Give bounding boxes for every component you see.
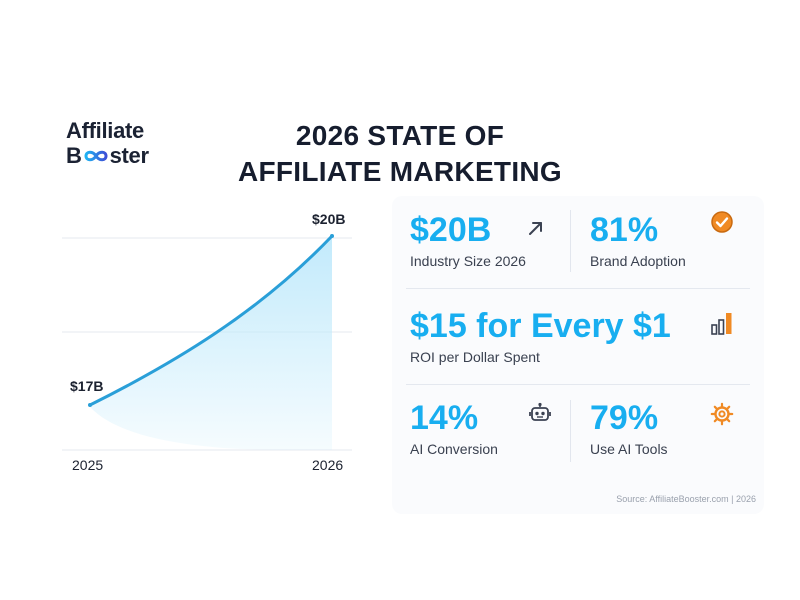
divider-horizontal-1 xyxy=(406,288,750,289)
stat-brand-label: Brand Adoption xyxy=(590,253,686,269)
page-title: 2026 STATE OF AFFILIATE MARKETING xyxy=(200,118,600,190)
data-label-2025: $17B xyxy=(70,378,103,394)
stat-ai-conversion-value: 14% xyxy=(410,399,479,437)
arrow-up-right-icon xyxy=(529,222,542,235)
stat-roi-label: ROI per Dollar Spent xyxy=(410,349,540,365)
check-circle-icon xyxy=(711,211,733,233)
stat-industry-size: $20B Industry Size 2026 xyxy=(410,210,526,270)
stat-industry-label: Industry Size 2026 xyxy=(410,253,526,269)
stat-ai-conversion-label: AI Conversion xyxy=(410,441,498,457)
stat-brand-adoption: 81% Brand Adoption xyxy=(590,210,686,270)
divider-vertical-bottom xyxy=(570,400,571,462)
stat-ai-conversion: 14% AI Conversion xyxy=(410,398,498,458)
data-label-2026: $20B xyxy=(312,211,345,227)
brand-logo: Affiliate B ster xyxy=(66,120,149,167)
logo-letters-ster: ster xyxy=(109,143,149,168)
stat-roi: $15 for Every $1 ROI per Dollar Spent xyxy=(410,306,671,366)
logo-line-2: B ster xyxy=(66,145,149,167)
x-tick-2026: 2026 xyxy=(312,457,343,473)
x-tick-2025: 2025 xyxy=(72,457,103,473)
infinity-icon xyxy=(84,150,108,162)
stat-brand-value: 81% xyxy=(590,211,659,249)
data-point-2026 xyxy=(330,234,334,238)
series-line xyxy=(88,234,334,407)
divider-vertical-top xyxy=(570,210,571,272)
stat-ai-tools-value: 79% xyxy=(590,399,659,437)
growth-chart: $17B $20B 2025 2026 xyxy=(62,200,362,480)
robot-icon xyxy=(529,402,551,421)
stat-roi-value: $15 for Every $1 xyxy=(410,307,671,345)
title-line-1: 2026 STATE OF xyxy=(295,120,505,151)
source-note: Source: AffiliateBooster.com | 2026 xyxy=(616,494,756,504)
title-line-2: AFFILIATE MARKETING xyxy=(237,156,563,187)
divider-horizontal-2 xyxy=(406,384,750,385)
logo-line-1: Affiliate xyxy=(66,118,144,143)
gear-icon xyxy=(710,402,734,426)
bar-chart-icon xyxy=(711,313,732,335)
chart-svg: $17B $20B 2025 2026 xyxy=(62,211,352,473)
data-point-2025 xyxy=(88,403,92,407)
stat-ai-tools-label: Use AI Tools xyxy=(590,441,668,457)
stat-ai-tools: 79% Use AI Tools xyxy=(590,398,668,458)
logo-letter-b: B xyxy=(66,143,82,168)
area-fill xyxy=(90,236,332,450)
stats-panel: $20B Industry Size 2026 81% Brand Adopti… xyxy=(392,196,764,514)
stat-industry-value: $20B xyxy=(410,211,492,249)
